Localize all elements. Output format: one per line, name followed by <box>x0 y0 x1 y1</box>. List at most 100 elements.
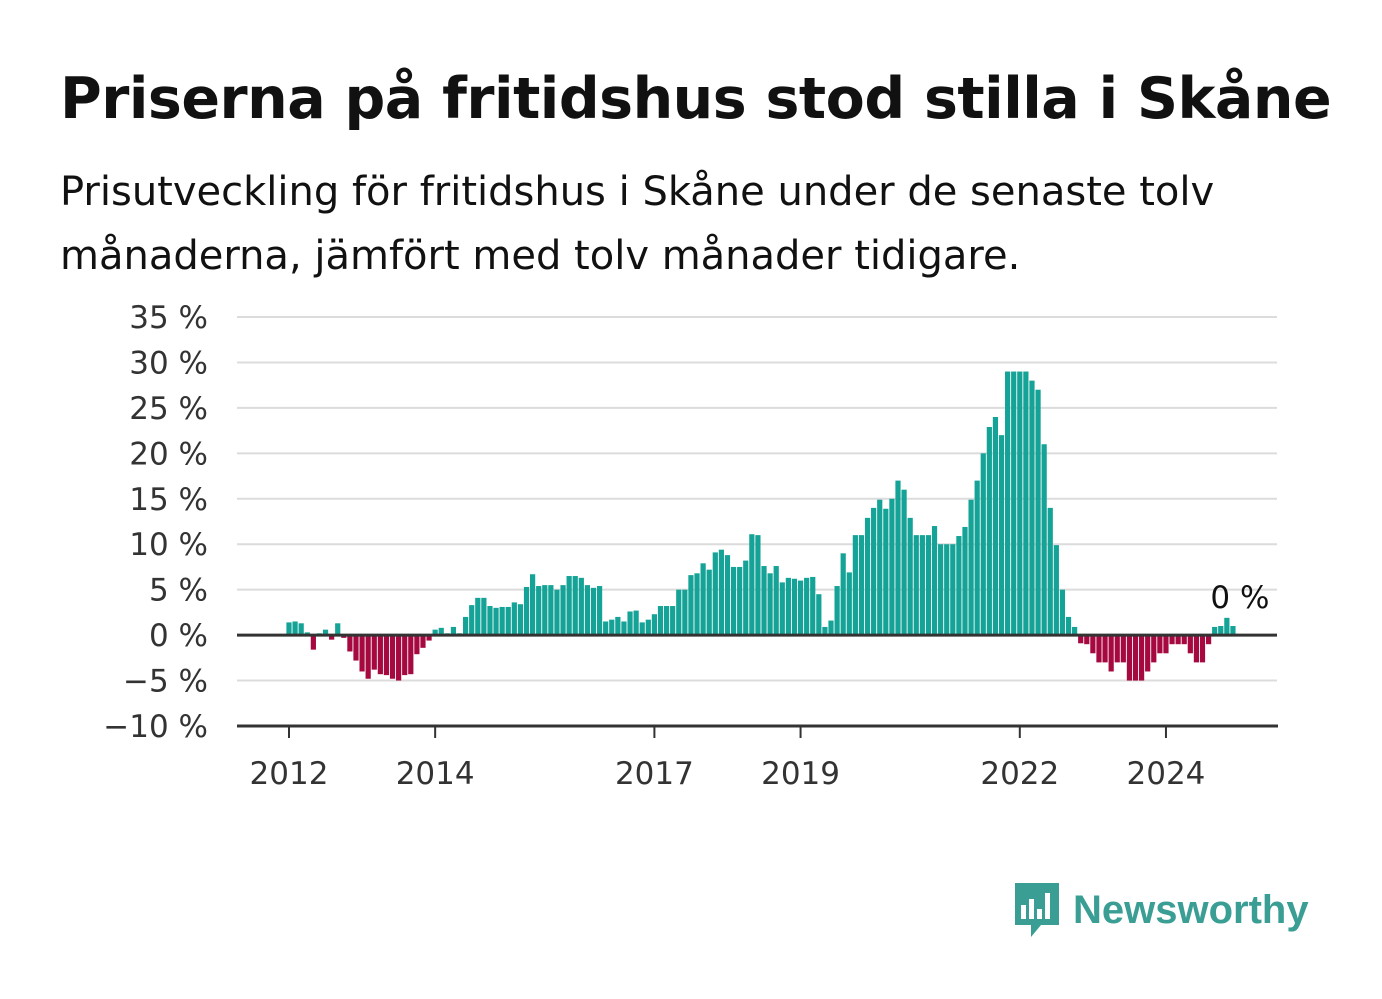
bar <box>1053 545 1059 636</box>
bar <box>1175 635 1181 645</box>
bar <box>1187 635 1193 654</box>
bar <box>1035 389 1041 636</box>
bar <box>1218 626 1224 636</box>
end-value-label: 0 % <box>1210 580 1269 616</box>
bar <box>852 535 858 636</box>
bar <box>804 577 810 636</box>
bar <box>944 544 950 636</box>
bar <box>627 611 633 636</box>
bar <box>651 614 657 636</box>
bar <box>469 605 475 636</box>
y-tick-label: 0 % <box>149 618 208 654</box>
bar <box>974 480 980 636</box>
bar <box>1041 444 1047 636</box>
bar <box>968 499 974 636</box>
bar <box>846 572 852 636</box>
x-tick-label: 2014 <box>396 756 475 792</box>
bar <box>1181 635 1187 645</box>
bar <box>992 416 999 636</box>
y-tick-label: 20 % <box>129 436 208 472</box>
bar <box>402 635 408 676</box>
bar <box>560 585 566 636</box>
bar <box>542 585 548 636</box>
bar <box>523 586 530 636</box>
brand-name: Newsworthy <box>1073 887 1309 932</box>
bar <box>694 573 700 636</box>
bar <box>530 574 536 636</box>
bar <box>907 517 913 636</box>
brand-logo: Newsworthy <box>1011 879 1309 941</box>
bar <box>1047 507 1053 636</box>
x-tick-label: 2017 <box>615 756 694 792</box>
bar <box>1090 635 1096 654</box>
bar <box>1096 635 1102 663</box>
bar <box>1212 626 1218 636</box>
bar <box>828 620 834 636</box>
bar <box>286 622 292 636</box>
bar <box>986 426 992 636</box>
bar <box>755 535 761 636</box>
bar <box>1029 380 1035 636</box>
bar <box>505 606 511 636</box>
bar <box>596 586 603 636</box>
bar <box>1065 616 1072 636</box>
bar <box>998 435 1005 636</box>
bar <box>913 535 919 636</box>
bar <box>883 508 889 636</box>
bar <box>956 536 962 636</box>
bar <box>548 585 554 636</box>
bar <box>353 635 359 661</box>
bar <box>450 626 457 636</box>
y-tick-label: 15 % <box>129 482 208 518</box>
bar <box>834 586 840 636</box>
bar <box>511 602 517 636</box>
bar <box>950 544 956 636</box>
bar <box>779 582 785 636</box>
bar <box>1193 635 1200 663</box>
y-tick-label: 5 % <box>149 573 208 609</box>
bar <box>517 604 524 636</box>
bar <box>310 635 316 650</box>
bar <box>1145 635 1151 672</box>
y-tick-label: −10 % <box>103 709 208 745</box>
bar <box>426 635 432 641</box>
bar <box>566 576 572 636</box>
bar <box>767 573 773 636</box>
bar <box>1169 635 1175 645</box>
bar <box>621 621 627 636</box>
bar <box>603 621 609 636</box>
bar <box>438 627 444 636</box>
bar <box>919 535 925 636</box>
bar <box>1151 635 1157 663</box>
bar <box>1139 635 1145 681</box>
bar <box>901 489 907 636</box>
bar <box>396 635 402 681</box>
bar <box>554 589 560 636</box>
bar <box>1017 371 1023 636</box>
bar <box>365 635 371 679</box>
bar <box>487 606 493 636</box>
bar <box>536 586 542 636</box>
bar <box>871 507 877 636</box>
bar <box>670 606 676 636</box>
bar <box>572 576 578 636</box>
bar <box>1205 635 1212 645</box>
bar <box>925 535 932 636</box>
bar <box>420 635 426 648</box>
bar <box>663 606 670 636</box>
x-tick-label: 2024 <box>1127 756 1206 792</box>
bar <box>706 569 712 636</box>
bar <box>371 635 377 670</box>
bar <box>408 635 414 675</box>
bar <box>1126 635 1133 681</box>
bar <box>700 563 706 636</box>
bar <box>1163 635 1169 654</box>
bar <box>335 623 341 636</box>
y-tick-label: 25 % <box>129 391 208 427</box>
bar <box>761 566 767 636</box>
bar <box>615 616 621 636</box>
bar <box>1011 371 1017 636</box>
bar <box>463 616 469 636</box>
bar <box>432 629 438 636</box>
